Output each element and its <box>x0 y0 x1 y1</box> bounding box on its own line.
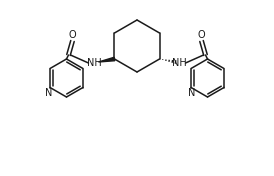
Text: O: O <box>69 30 76 40</box>
Text: O: O <box>198 30 205 40</box>
Text: N: N <box>45 87 53 98</box>
Text: NH: NH <box>87 58 102 68</box>
Text: NH: NH <box>172 58 187 68</box>
Polygon shape <box>98 57 115 62</box>
Text: N: N <box>188 87 196 98</box>
